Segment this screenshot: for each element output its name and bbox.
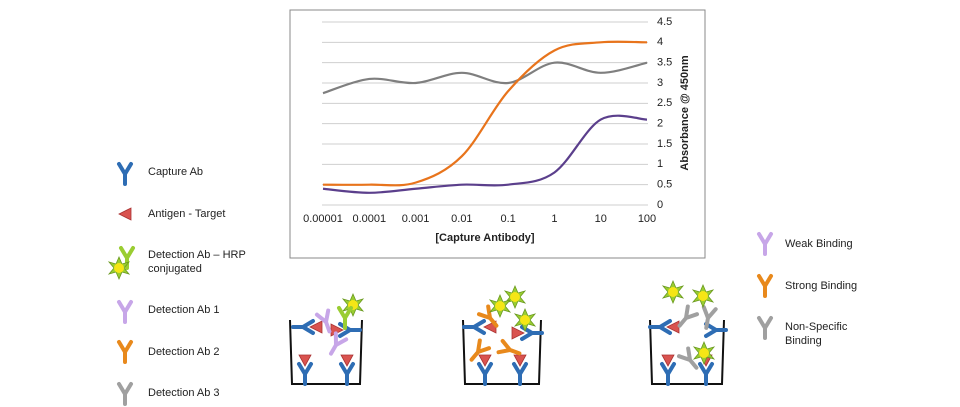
chart-frame xyxy=(289,9,706,259)
plot-area: 0 0.5 1 1.5 2 2.5 3 3.5 4 4.5 0.00001 0.0001 0.001 0.… xyxy=(303,16,672,225)
y-tick-label: 4 xyxy=(657,36,663,48)
key-label: Detection Ab 2 xyxy=(148,346,220,358)
y-tick-label: 2 xyxy=(657,118,663,130)
key-label: Weak Binding xyxy=(785,238,853,250)
component-key: Capture Ab Antigen - Target Detection Ab –… xyxy=(148,166,246,399)
key-label: Detection Ab 3 xyxy=(148,387,220,399)
well-strong xyxy=(462,285,544,386)
y-tick-label: 0.5 xyxy=(657,179,672,191)
binding-key: Weak Binding Strong Binding Non-Specific Bi… xyxy=(785,238,857,347)
y-tick-label: 0 xyxy=(657,199,663,211)
y-tick-label: 4.5 xyxy=(657,16,672,28)
binding-key-icons xyxy=(757,232,773,340)
y-tick-label: 3.5 xyxy=(657,57,672,69)
y-tick-label: 1.5 xyxy=(657,138,672,150)
series-line xyxy=(322,40,648,187)
key-label: Binding xyxy=(785,335,822,347)
series-line xyxy=(322,114,648,194)
component-key-icons xyxy=(108,162,135,406)
x-axis-title: [Capture Antibody] xyxy=(435,232,535,244)
x-tick-label: 0.0001 xyxy=(352,213,386,225)
key-label: Non-Specific xyxy=(785,321,848,333)
key-label: Capture Ab xyxy=(148,166,203,178)
key-label: conjugated xyxy=(148,263,202,275)
x-tick-label: 0.01 xyxy=(451,213,472,225)
key-label: Detection Ab – HRP xyxy=(148,249,246,261)
y-tick-label: 2.5 xyxy=(657,97,672,109)
x-tick-label: 1 xyxy=(551,213,557,225)
well-weak xyxy=(289,293,364,386)
key-label: Antigen - Target xyxy=(148,208,225,220)
well-nonspecific xyxy=(648,280,728,386)
x-tick-label: 100 xyxy=(638,213,656,225)
y-tick-label: 1 xyxy=(657,158,663,170)
y-tick-label: 3 xyxy=(657,77,663,89)
x-tick-label: 0.001 xyxy=(402,213,430,225)
x-tick-label: 10 xyxy=(595,213,607,225)
key-label: Detection Ab 1 xyxy=(148,304,220,316)
y-axis-title: Absorbance @ 450nm xyxy=(679,55,691,170)
x-tick-label: 0.1 xyxy=(500,213,515,225)
series-line xyxy=(322,61,648,95)
key-label: Strong Binding xyxy=(785,280,857,292)
x-tick-label: 0.00001 xyxy=(303,213,343,225)
